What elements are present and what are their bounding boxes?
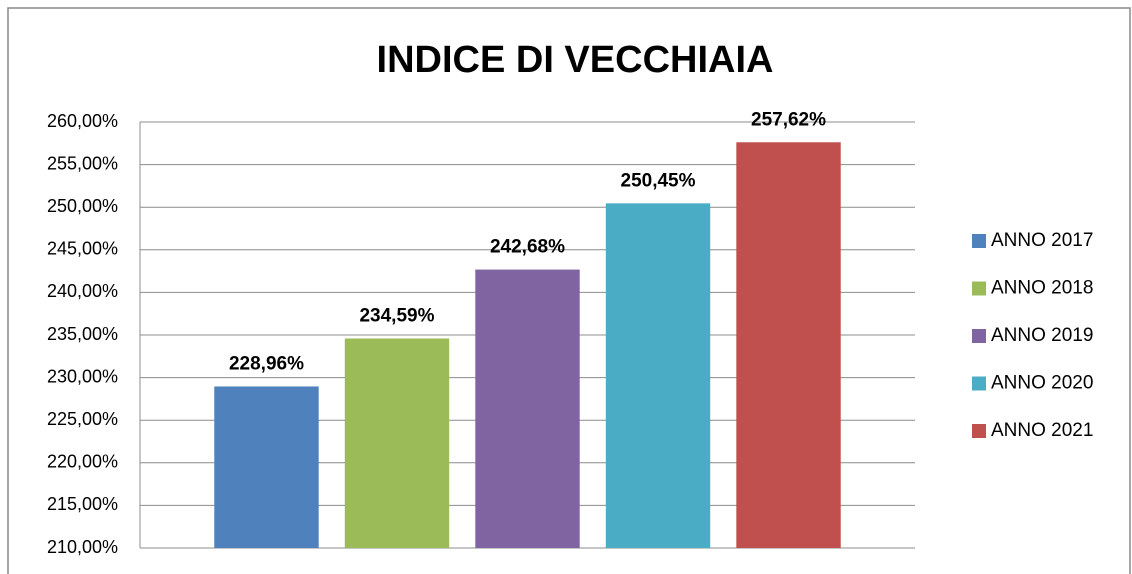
legend-label: ANNO 2018 [991,278,1093,299]
data-label: 242,68% [490,237,565,258]
y-tick-label: 225,00% [47,409,118,429]
bar [475,269,580,548]
y-tick-label: 230,00% [47,366,118,386]
data-label: 250,45% [621,170,696,191]
legend-swatch [972,424,986,438]
data-label: 228,96% [229,353,304,374]
data-label: 257,62% [751,109,826,130]
y-tick-label: 235,00% [47,324,118,344]
bar [736,142,841,549]
legend-swatch [972,281,986,296]
y-tick-label: 260,00% [47,111,118,131]
bar [605,203,711,548]
y-tick-label: 220,00% [47,452,118,472]
y-tick-label: 210,00% [47,537,118,557]
bar [344,338,450,548]
legend-swatch [972,376,986,391]
bar [214,386,319,548]
legend-label: ANNO 2019 [991,325,1093,346]
y-tick-label: 240,00% [47,281,118,301]
legend-label: ANNO 2017 [991,230,1093,251]
legend-label: ANNO 2021 [991,420,1093,441]
legend-swatch [972,329,986,343]
legend-label: ANNO 2020 [991,373,1093,394]
y-tick-label: 250,00% [47,196,118,216]
chart-title: INDICE DI VECCHIAIA [377,39,774,81]
y-tick-label: 255,00% [47,153,118,173]
data-label: 234,59% [359,306,434,327]
legend-swatch [972,234,986,248]
y-tick-label: 215,00% [47,494,118,514]
y-tick-label: 245,00% [47,239,118,259]
